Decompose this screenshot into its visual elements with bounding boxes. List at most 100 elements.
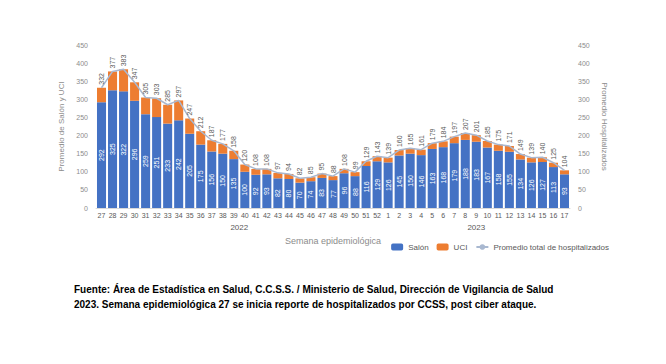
svg-text:4: 4 bbox=[419, 212, 423, 219]
svg-text:41: 41 bbox=[252, 212, 260, 219]
svg-text:85: 85 bbox=[307, 166, 314, 174]
svg-text:179: 179 bbox=[429, 128, 436, 140]
svg-text:129: 129 bbox=[374, 179, 381, 191]
svg-text:450: 450 bbox=[76, 42, 88, 49]
svg-text:350: 350 bbox=[578, 78, 590, 85]
svg-text:33: 33 bbox=[164, 212, 172, 219]
svg-text:347: 347 bbox=[131, 68, 138, 80]
svg-text:120: 120 bbox=[241, 150, 248, 162]
svg-text:37: 37 bbox=[208, 212, 216, 219]
svg-text:74: 74 bbox=[307, 191, 314, 199]
svg-text:Semana epidemiológica: Semana epidemiológica bbox=[285, 236, 381, 246]
svg-text:50: 50 bbox=[578, 186, 586, 193]
svg-text:30: 30 bbox=[131, 212, 139, 219]
svg-text:146: 146 bbox=[418, 176, 425, 188]
svg-text:332: 332 bbox=[98, 73, 105, 85]
svg-text:5: 5 bbox=[430, 212, 434, 219]
svg-text:250: 250 bbox=[578, 114, 590, 121]
svg-text:233: 233 bbox=[164, 160, 171, 172]
svg-text:9: 9 bbox=[474, 212, 478, 219]
svg-text:251: 251 bbox=[153, 157, 160, 169]
svg-text:127: 127 bbox=[539, 179, 546, 191]
svg-text:185: 185 bbox=[484, 126, 491, 138]
svg-text:51: 51 bbox=[362, 212, 370, 219]
svg-text:Salón: Salón bbox=[408, 243, 428, 252]
svg-text:126: 126 bbox=[528, 179, 535, 191]
svg-text:322: 322 bbox=[120, 144, 127, 156]
svg-text:158: 158 bbox=[495, 173, 502, 185]
svg-text:247: 247 bbox=[186, 104, 193, 116]
svg-text:350: 350 bbox=[76, 78, 88, 85]
svg-text:42: 42 bbox=[263, 212, 271, 219]
svg-text:Promedio de Salón y UCI: Promedio de Salón y UCI bbox=[57, 81, 66, 171]
svg-text:7: 7 bbox=[452, 212, 456, 219]
svg-text:94: 94 bbox=[285, 163, 292, 171]
svg-text:108: 108 bbox=[252, 154, 259, 166]
svg-text:46: 46 bbox=[307, 212, 315, 219]
svg-text:212: 212 bbox=[197, 116, 204, 128]
svg-text:99: 99 bbox=[352, 161, 359, 169]
svg-text:97: 97 bbox=[274, 162, 281, 170]
svg-text:165: 165 bbox=[407, 133, 414, 145]
svg-text:108: 108 bbox=[263, 154, 270, 166]
svg-text:175: 175 bbox=[495, 130, 502, 142]
svg-text:205: 205 bbox=[186, 165, 193, 177]
svg-text:126: 126 bbox=[385, 179, 392, 191]
svg-text:0: 0 bbox=[578, 205, 582, 212]
svg-text:3: 3 bbox=[408, 212, 412, 219]
svg-text:297: 297 bbox=[175, 86, 182, 98]
svg-text:40: 40 bbox=[241, 212, 249, 219]
svg-text:88: 88 bbox=[352, 188, 359, 196]
svg-text:188: 188 bbox=[462, 168, 469, 180]
svg-text:8: 8 bbox=[463, 212, 467, 219]
svg-text:31: 31 bbox=[142, 212, 150, 219]
svg-text:175: 175 bbox=[197, 170, 204, 182]
svg-text:38: 38 bbox=[219, 212, 227, 219]
svg-text:34: 34 bbox=[175, 212, 183, 219]
svg-text:303: 303 bbox=[153, 83, 160, 95]
svg-text:305: 305 bbox=[142, 83, 149, 95]
svg-text:6: 6 bbox=[441, 212, 445, 219]
svg-text:88: 88 bbox=[330, 165, 337, 173]
svg-text:70: 70 bbox=[296, 191, 303, 199]
svg-text:17: 17 bbox=[561, 212, 569, 219]
svg-text:77: 77 bbox=[330, 190, 337, 198]
svg-text:143: 143 bbox=[374, 141, 381, 153]
svg-text:242: 242 bbox=[175, 158, 182, 170]
svg-text:96: 96 bbox=[341, 187, 348, 195]
svg-text:1: 1 bbox=[386, 212, 390, 219]
svg-text:150: 150 bbox=[407, 175, 414, 187]
svg-text:100: 100 bbox=[76, 168, 88, 175]
svg-text:36: 36 bbox=[197, 212, 205, 219]
svg-text:200: 200 bbox=[76, 132, 88, 139]
svg-text:Promedio Hospitalizados: Promedio Hospitalizados bbox=[600, 82, 609, 171]
svg-text:135: 135 bbox=[230, 178, 237, 190]
svg-text:108: 108 bbox=[341, 154, 348, 166]
svg-text:13: 13 bbox=[516, 212, 524, 219]
svg-text:125: 125 bbox=[550, 148, 557, 160]
svg-text:93: 93 bbox=[263, 187, 270, 195]
svg-text:2: 2 bbox=[397, 212, 401, 219]
svg-text:28: 28 bbox=[109, 212, 117, 219]
svg-text:179: 179 bbox=[451, 170, 458, 182]
svg-text:139: 139 bbox=[385, 143, 392, 155]
svg-text:150: 150 bbox=[219, 175, 226, 187]
svg-text:82: 82 bbox=[274, 189, 281, 197]
svg-text:43: 43 bbox=[274, 212, 282, 219]
svg-text:32: 32 bbox=[153, 212, 161, 219]
svg-text:168: 168 bbox=[440, 172, 447, 184]
svg-text:250: 250 bbox=[76, 114, 88, 121]
svg-text:Promedio total de hospitalizad: Promedio total de hospitalizados bbox=[493, 243, 609, 252]
svg-text:383: 383 bbox=[120, 54, 127, 66]
svg-text:50: 50 bbox=[80, 186, 88, 193]
svg-text:140: 140 bbox=[539, 143, 546, 155]
svg-text:45: 45 bbox=[296, 212, 304, 219]
svg-text:450: 450 bbox=[578, 42, 590, 49]
svg-text:187: 187 bbox=[208, 125, 215, 137]
svg-text:93: 93 bbox=[561, 187, 568, 195]
svg-text:400: 400 bbox=[578, 60, 590, 67]
svg-text:2023: 2023 bbox=[467, 223, 485, 232]
svg-text:150: 150 bbox=[76, 150, 88, 157]
svg-text:16: 16 bbox=[550, 212, 558, 219]
svg-text:83: 83 bbox=[318, 189, 325, 197]
